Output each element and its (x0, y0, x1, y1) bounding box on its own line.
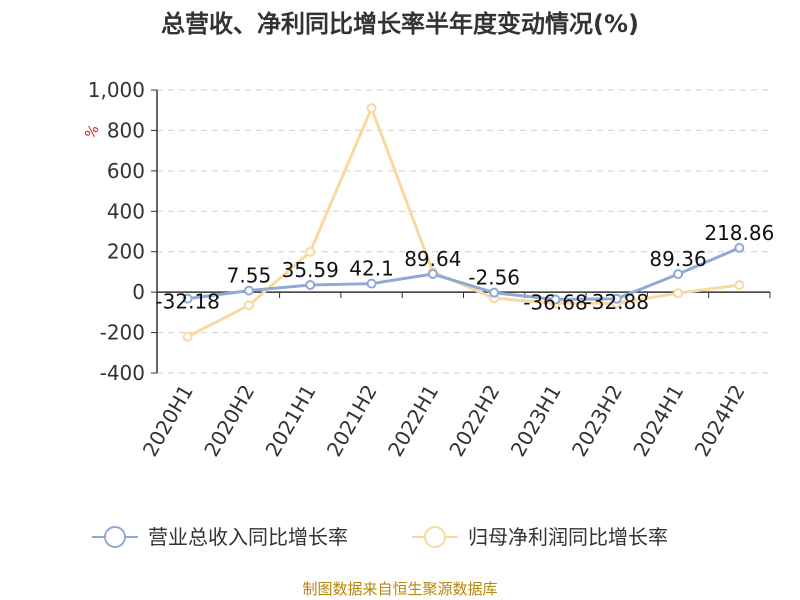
legend-marker-profit (424, 526, 446, 548)
y-tick-label: 400 (107, 199, 145, 223)
data-label: 89.36 (649, 247, 706, 271)
axes (151, 89, 771, 374)
legend-item-revenue[interactable]: 营业总收入同比增长率 (92, 525, 348, 549)
x-tick-label: 2021H2 (322, 381, 382, 461)
series-point-0 (673, 269, 684, 280)
x-tick-label: 2020H1 (138, 381, 198, 461)
x-tick-label: 2022H1 (383, 380, 443, 460)
data-source-note: 制图数据来自恒生聚源数据库 (302, 580, 497, 598)
series-point-1 (305, 246, 316, 257)
series-point-1 (182, 331, 193, 342)
y-tick-label: 600 (107, 159, 145, 183)
y-tick-label: 800 (107, 118, 145, 142)
legend-item-profit[interactable]: 归母净利润同比增长率 (412, 525, 668, 549)
x-tick-label: 2021H1 (260, 381, 320, 461)
x-tick-labels: 2020H1 2020H2 2021H1 2021H2 2022H1 2022H2 2023… (138, 380, 750, 460)
data-label: 35.59 (282, 258, 339, 282)
data-label: 42.1 (349, 257, 394, 281)
x-tick-label: 2024H1 (628, 381, 688, 461)
y-tick-labels: -400 -200 0 200 400 600 800 1,000 (88, 78, 145, 385)
series-line-1 (186, 106, 740, 338)
legend-label-profit: 归母净利润同比增长率 (468, 525, 668, 549)
series-point-1 (366, 103, 377, 114)
legend[interactable]: 营业总收入同比增长率 归母净利润同比增长率 (92, 525, 668, 549)
series-point-0 (427, 269, 438, 280)
y-tick-label: 0 (132, 280, 145, 304)
y-tick-label: 1,000 (88, 78, 145, 102)
x-tick-label: 2020H2 (199, 381, 259, 461)
data-label: -2.56 (468, 266, 520, 290)
data-label: 89.64 (404, 247, 461, 271)
series-point-1 (243, 300, 254, 311)
y-tick-label: -200 (100, 321, 145, 345)
legend-label-revenue: 营业总收入同比增长率 (148, 525, 348, 549)
data-label: -32.88 (585, 290, 649, 314)
series-point-0 (366, 278, 377, 289)
chart-title: 总营收、净利同比增长率半年度变动情况(%) (161, 10, 639, 38)
x-tick-label: 2023H2 (567, 381, 627, 461)
y-unit-label: % (82, 122, 103, 142)
series-point-0 (243, 285, 254, 296)
x-tick-label: 2023H1 (506, 381, 566, 461)
data-label: 7.55 (227, 264, 272, 288)
x-tick-label: 2022H2 (444, 381, 504, 461)
y-tick-label: -400 (100, 361, 145, 385)
data-label: 218.86 (704, 221, 774, 245)
data-labels: -32.18 7.55 35.59 42.1 89.64 -2.56-36.68-32.8… (155, 221, 774, 315)
y-tick-label: 200 (107, 240, 145, 264)
grid-lines (157, 89, 770, 374)
series-point-0 (489, 287, 500, 298)
series-point-1 (734, 280, 745, 291)
series-point-0 (182, 293, 193, 304)
data-label: -36.68 (523, 291, 587, 315)
series-point-0 (305, 279, 316, 290)
x-tick-label: 2024H2 (690, 381, 750, 461)
series-point-0 (734, 242, 745, 253)
legend-marker-revenue (104, 526, 126, 548)
data-label: -32.18 (155, 290, 219, 314)
series-point-0 (611, 293, 622, 304)
series-line-0 (187, 246, 740, 302)
series-layer (182, 103, 745, 342)
series-point-0 (550, 294, 561, 305)
series-point-1 (673, 288, 684, 299)
